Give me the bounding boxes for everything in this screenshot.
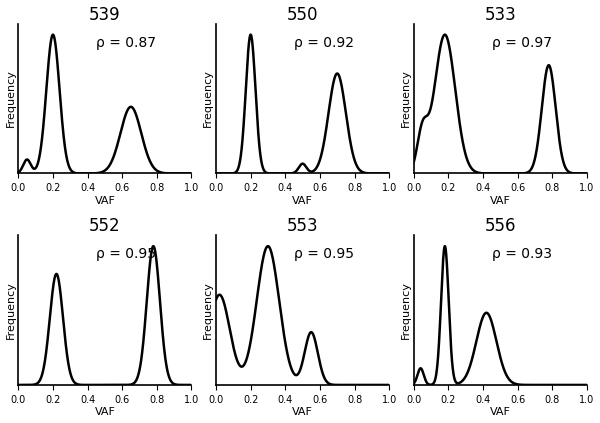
Title: 553: 553 [287, 217, 319, 235]
Text: ρ = 0.87: ρ = 0.87 [96, 36, 156, 49]
Title: 556: 556 [485, 217, 516, 235]
Text: ρ = 0.95: ρ = 0.95 [96, 247, 156, 261]
Y-axis label: Frequency: Frequency [203, 69, 213, 127]
X-axis label: VAF: VAF [94, 407, 115, 418]
X-axis label: VAF: VAF [490, 407, 511, 418]
Title: 552: 552 [89, 217, 121, 235]
Title: 533: 533 [484, 5, 516, 24]
Y-axis label: Frequency: Frequency [401, 69, 411, 127]
X-axis label: VAF: VAF [292, 407, 313, 418]
Y-axis label: Frequency: Frequency [401, 281, 411, 339]
Y-axis label: Frequency: Frequency [203, 281, 213, 339]
X-axis label: VAF: VAF [94, 196, 115, 206]
Title: 550: 550 [287, 5, 319, 24]
Y-axis label: Frequency: Frequency [5, 281, 16, 339]
Text: ρ = 0.97: ρ = 0.97 [491, 36, 551, 49]
Text: ρ = 0.92: ρ = 0.92 [294, 36, 354, 49]
Text: ρ = 0.95: ρ = 0.95 [294, 247, 354, 261]
X-axis label: VAF: VAF [292, 196, 313, 206]
Y-axis label: Frequency: Frequency [5, 69, 16, 127]
X-axis label: VAF: VAF [490, 196, 511, 206]
Text: ρ = 0.93: ρ = 0.93 [491, 247, 551, 261]
Title: 539: 539 [89, 5, 121, 24]
